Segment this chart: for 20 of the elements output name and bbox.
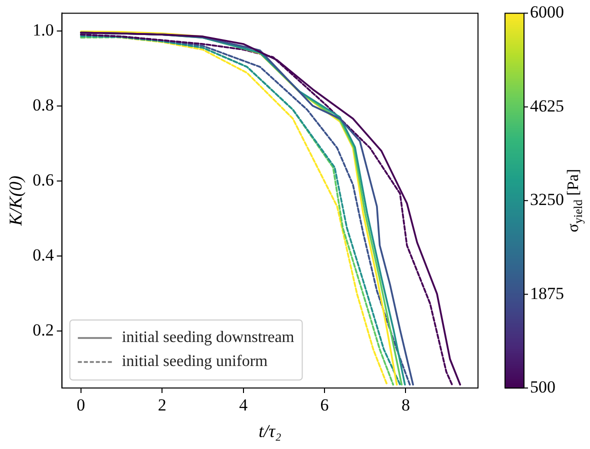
- x-tick-label: 2: [158, 396, 166, 415]
- legend-label: initial seeding downstream: [122, 329, 295, 346]
- color-bar-label: 500: [530, 377, 556, 396]
- y-tick-label: 0.4: [32, 245, 54, 264]
- y-axis-title: K/K(0): [6, 176, 26, 227]
- x-tick-label: 4: [239, 396, 248, 415]
- legend-label: initial seeding uniform: [122, 353, 268, 370]
- color-bar-label: 1875: [530, 284, 564, 303]
- y-tick-label: 1.0: [32, 20, 54, 40]
- x-tick-label: 6: [320, 396, 329, 415]
- x-axis-title: t/τ₂: [258, 420, 282, 441]
- color-bar-label: 4625: [530, 96, 564, 116]
- y-tick-label: 0.6: [32, 170, 54, 190]
- x-tick-label: 8: [401, 396, 410, 415]
- x-tick-label: 0: [76, 396, 86, 415]
- color-bar-title: σyield [Pa]: [565, 168, 585, 232]
- y-tick-label: 0.8: [32, 95, 54, 114]
- color-bar-label: 3250: [530, 190, 564, 210]
- color-bar-label: 6000: [530, 2, 564, 22]
- y-tick-label: 0.2: [32, 320, 54, 340]
